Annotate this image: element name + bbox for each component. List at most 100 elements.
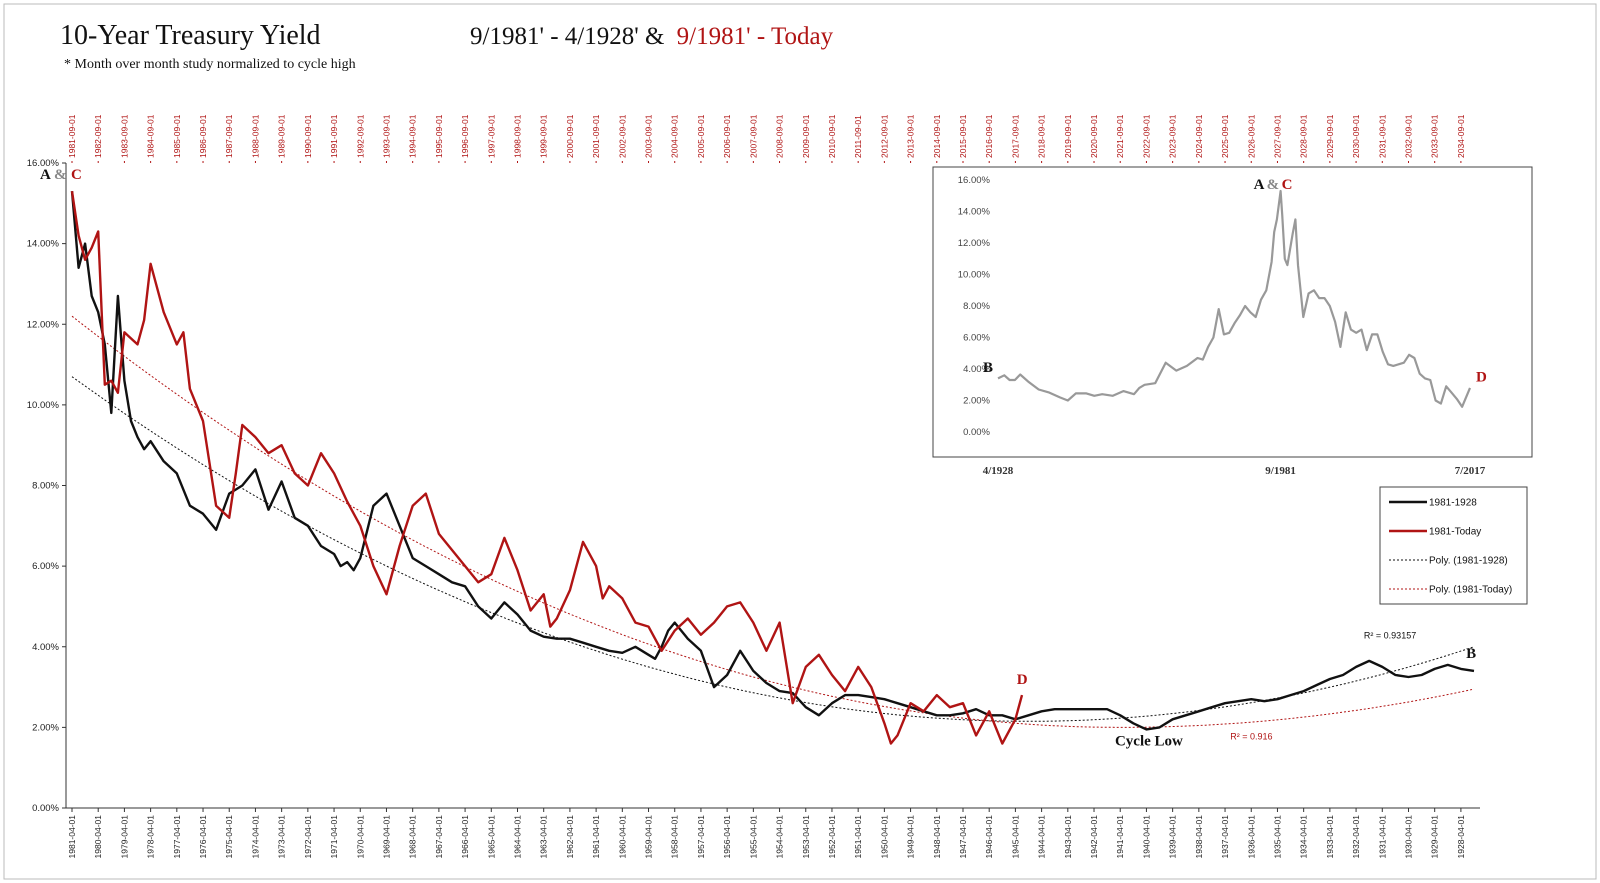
x-bottom-tick-label: 1970-04-01: [355, 815, 365, 859]
legend-label: Poly. (1981-1928): [1429, 556, 1508, 567]
x-top-tick-label: 2002-09-01: [617, 114, 627, 158]
x-bottom-tick-label: 1932-04-01: [1351, 815, 1361, 859]
r2-label-1981-today: R² = 0.916: [1230, 731, 1272, 741]
x-bottom-tick-label: 1977-04-01: [172, 815, 182, 859]
annotation-a: A: [40, 167, 51, 183]
inset-series-line: [997, 189, 1472, 408]
svg-text:9/1981' - 4/1928' & 9/1981: 9/1981' - 4/1928' & 9/1981' - Today: [470, 23, 834, 50]
x-top-tick-label: 2014-09-01: [932, 114, 942, 158]
annotation-d: D: [1017, 672, 1028, 688]
x-top-tick-label: 2005-09-01: [696, 114, 706, 158]
x-bottom-tick-label: 1944-04-01: [1037, 815, 1047, 859]
y-tick-label: 0.00%: [32, 803, 59, 814]
x-top-tick-label: 1982-09-01: [93, 114, 103, 158]
x-bottom-tick-label: 1975-04-01: [224, 815, 234, 859]
x-bottom-tick-label: 1965-04-01: [486, 815, 496, 859]
inset-annotations: A & C B D: [983, 177, 1487, 386]
inset-annotation-a: A: [1254, 177, 1265, 193]
x-top-tick-label: 1983-09-01: [119, 114, 129, 158]
chart-title: 10-Year Treasury Yield: [60, 20, 321, 51]
x-bottom-tick-label: 1964-04-01: [512, 815, 522, 859]
x-top-tick-label: 2001-09-01: [591, 114, 601, 158]
inset-y-tick-label: 10.00%: [958, 270, 991, 281]
inset-x-tick-label: 7/2017: [1455, 465, 1486, 477]
y-tick-label: 10.00%: [27, 400, 60, 411]
x-top-tick-label: 1987-09-01: [224, 114, 234, 158]
x-top-tick-label: 2032-09-01: [1403, 114, 1413, 158]
inset-y-tick-label: 12.00%: [958, 238, 991, 249]
x-bottom-tick-label: 1933-04-01: [1325, 815, 1335, 859]
x-top-tick-label: 1999-09-01: [539, 114, 549, 158]
x-top-tick-label: 2009-09-01: [801, 114, 811, 158]
legend-items: 1981-1928 1981-Today Poly. (1981-1928) Poly…: [1389, 498, 1512, 596]
x-top-tick-label: 2003-09-01: [644, 114, 654, 158]
x-top-tick-label: 2004-09-01: [670, 114, 680, 158]
x-bottom-tick-label: 1959-04-01: [644, 815, 654, 859]
chart-subtitle-black: 9/1981' - 4/1928' &: [470, 23, 664, 50]
x-top-tick-label: 2012-09-01: [879, 114, 889, 158]
legend-frame: [1379, 486, 1528, 605]
x-bottom-tick-label: 1969-04-01: [381, 815, 391, 859]
legend-label: Poly. (1981-Today): [1429, 585, 1512, 596]
inset-y-tick-label: 0.00%: [963, 427, 990, 438]
annotation-b: B: [1466, 646, 1476, 662]
x-bottom-tick-label: 1934-04-01: [1299, 815, 1309, 859]
x-bottom-tick-label: 1943-04-01: [1063, 815, 1073, 859]
x-top-tick-label: 2029-09-01: [1325, 114, 1335, 158]
annotation-c: C: [71, 167, 82, 183]
inset-y-tick-label: 14.00%: [958, 207, 991, 218]
x-bottom-tick-label: 1939-04-01: [1168, 815, 1178, 859]
inset-annotation-c: C: [1282, 177, 1293, 193]
x-top-tick-label: 1991-09-01: [329, 114, 339, 158]
inset-annotation-b: B: [983, 360, 993, 376]
x-top-tick-label: 2030-09-01: [1351, 114, 1361, 158]
annotation-amp: &: [54, 167, 67, 183]
inset-annotation-amp: &: [1267, 177, 1280, 193]
x-bottom-tick-label: 1963-04-01: [539, 815, 549, 859]
x-top-tick-label: 1997-09-01: [486, 114, 496, 158]
inset-y-axis: 0.00% 2.00% 4.00% 6.00% 8.00% 10.00% 12.00% 14.…: [958, 175, 991, 438]
x-top-tick-label: 2015-09-01: [958, 114, 968, 158]
x-top-tick-label: 2017-09-01: [1010, 114, 1020, 158]
x-bottom-tick-label: 1978-04-01: [146, 815, 156, 859]
x-bottom-tick-label: 1928-04-01: [1456, 815, 1466, 859]
x-bottom-tick-label: 1952-04-01: [827, 815, 837, 859]
x-bottom-tick-label: 1941-04-01: [1115, 815, 1125, 859]
x-top-tick-label: 1984-09-01: [146, 114, 156, 158]
x-top-tick-label: 2024-09-01: [1194, 114, 1204, 158]
x-bottom-tick-label: 1950-04-01: [879, 815, 889, 859]
x-top-tick-label: 1993-09-01: [381, 114, 391, 158]
x-top-tick-label: 2019-09-01: [1063, 114, 1073, 158]
chart-subtitle-red: 9/1981' - Today: [677, 23, 834, 50]
x-bottom-tick-label: 1960-04-01: [617, 815, 627, 859]
x-bottom-tick-label: 1972-04-01: [303, 815, 313, 859]
x-bottom-tick-label: 1935-04-01: [1272, 815, 1282, 859]
x-top-tick-label: 1990-09-01: [303, 114, 313, 158]
x-top-tick-label: 2011-09-01: [853, 115, 863, 158]
main-plot: 0.00% 2.00% 4.00% 6.00% 8.00% 10.00% 12.00% 14.…: [27, 114, 1480, 858]
x-top-tick-label: 1995-09-01: [434, 114, 444, 158]
x-top-tick-label: 2022-09-01: [1141, 114, 1151, 158]
x-top-tick-label: 1988-09-01: [250, 114, 260, 158]
x-top-tick-label: 2025-09-01: [1220, 114, 1230, 158]
x-bottom-tick-label: 1981-04-01: [67, 815, 77, 859]
x-top-tick-label: 1986-09-01: [198, 114, 208, 158]
main-y-axis: 0.00% 2.00% 4.00% 6.00% 8.00% 10.00% 12.00% 14.…: [27, 158, 66, 814]
y-tick-label: 6.00%: [32, 561, 59, 572]
x-bottom-tick-label: 1949-04-01: [906, 815, 916, 859]
x-bottom-tick-label: 1946-04-01: [984, 815, 994, 859]
x-bottom-tick-label: 1976-04-01: [198, 815, 208, 859]
inset-y-tick-label: 16.00%: [958, 175, 991, 186]
x-top-tick-label: 2023-09-01: [1168, 114, 1178, 158]
inset-y-tick-label: 2.00%: [963, 396, 990, 407]
x-top-tick-label: 2006-09-01: [722, 114, 732, 158]
trendline-1981-today: [71, 315, 1475, 728]
x-bottom-tick-label: 1951-04-01: [853, 815, 863, 859]
x-top-tick-label: 2010-09-01: [827, 114, 837, 158]
inset-chart: 0.00% 2.00% 4.00% 6.00% 8.00% 10.00% 12.00% 14.…: [932, 166, 1533, 477]
y-tick-label: 8.00%: [32, 481, 59, 492]
inset-x-tick-label: 4/1928: [983, 465, 1014, 477]
x-top-tick-label: 2000-09-01: [565, 114, 575, 158]
x-top-tick-label: 1996-09-01: [460, 114, 470, 158]
